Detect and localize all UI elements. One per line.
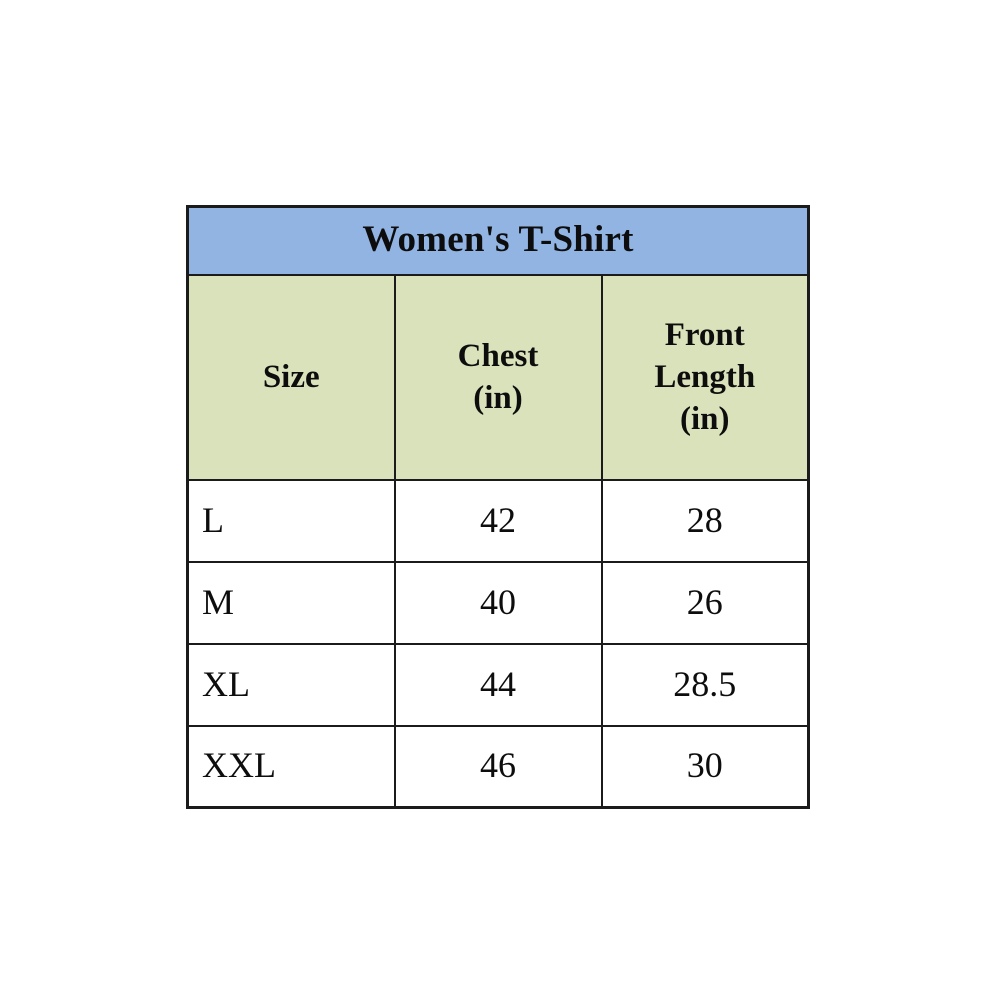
- size-chart-table: Women's T-Shirt Size Chest (in) Front Le…: [186, 205, 810, 809]
- table-row: XXL 46 30: [186, 724, 810, 809]
- table-row: XL 44 28.5: [186, 642, 810, 727]
- cell-chest: 46: [393, 724, 603, 809]
- size-chart-container: Women's T-Shirt Size Chest (in) Front Le…: [186, 205, 810, 809]
- cell-front-length: 28: [600, 478, 810, 563]
- cell-size: M: [186, 560, 396, 645]
- table-title-row: Women's T-Shirt: [186, 205, 810, 276]
- column-header-front-length-line3: (in): [680, 401, 730, 438]
- cell-front-length: 28.5: [600, 642, 810, 727]
- cell-chest: 42: [393, 478, 603, 563]
- table-row: M 40 26: [186, 560, 810, 645]
- table-row: L 42 28: [186, 478, 810, 563]
- table-title: Women's T-Shirt: [186, 205, 810, 276]
- table-header-row: Size Chest (in) Front Length (in): [186, 273, 810, 481]
- cell-chest: 40: [393, 560, 603, 645]
- column-header-chest: Chest (in): [393, 273, 603, 481]
- column-header-front-length-line1: Front: [664, 316, 745, 353]
- cell-size: XL: [186, 642, 396, 727]
- cell-front-length: 26: [600, 560, 810, 645]
- column-header-chest-line2: (in): [473, 380, 523, 416]
- cell-size: L: [186, 478, 396, 563]
- column-header-front-length-line2: Length: [654, 358, 756, 395]
- column-header-chest-line1: Chest: [457, 337, 539, 374]
- column-header-size: Size: [186, 273, 396, 481]
- cell-front-length: 30: [600, 724, 810, 809]
- cell-chest: 44: [393, 642, 603, 727]
- column-header-front-length: Front Length (in): [600, 273, 810, 481]
- cell-size: XXL: [186, 724, 396, 809]
